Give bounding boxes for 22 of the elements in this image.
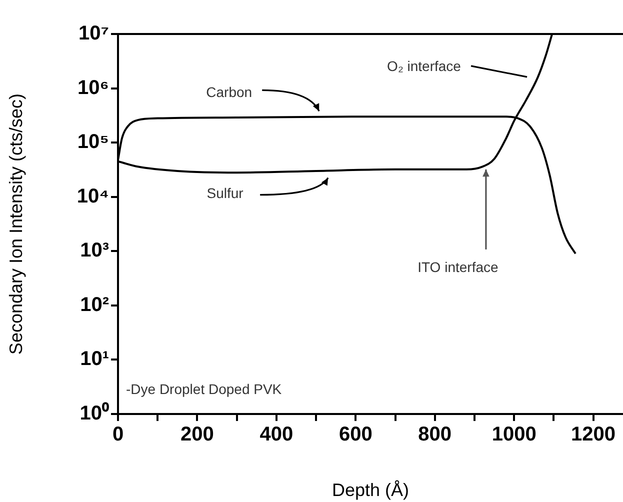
y-tick-label: 10¹ [80,348,110,370]
y-tick-label: 10³ [80,240,110,262]
annotation: Sulfur [206,184,244,201]
y-tick-label: 10⁰ [80,402,109,425]
x-tick-label: 800 [418,424,452,446]
x-tick-label: 0 [112,424,124,446]
x-tick-label: 400 [260,424,294,446]
annotation: -Dye Droplet Doped PVK [126,381,282,397]
x-tick-label: 600 [338,424,372,446]
y-tick-label: 10² [80,294,110,316]
x-tick-label: 1000 [492,424,536,446]
y-tick-label: 10⁶ [78,76,109,99]
y-tick-label: 10⁷ [78,22,109,45]
x-axis-title: Depth (Å) [332,480,410,500]
y-tick-label: 10⁵ [77,131,109,154]
annotation: ITO interface [418,259,498,276]
y-axis-title: Secondary Ion Intensity (cts/sec) [6,93,26,355]
x-tick-label: 1200 [571,424,616,446]
annotation: Carbon [206,84,252,100]
x-tick-label: 200 [180,424,214,446]
annotation: O₂ interface [387,58,461,74]
y-tick-label: 10⁴ [76,185,109,208]
